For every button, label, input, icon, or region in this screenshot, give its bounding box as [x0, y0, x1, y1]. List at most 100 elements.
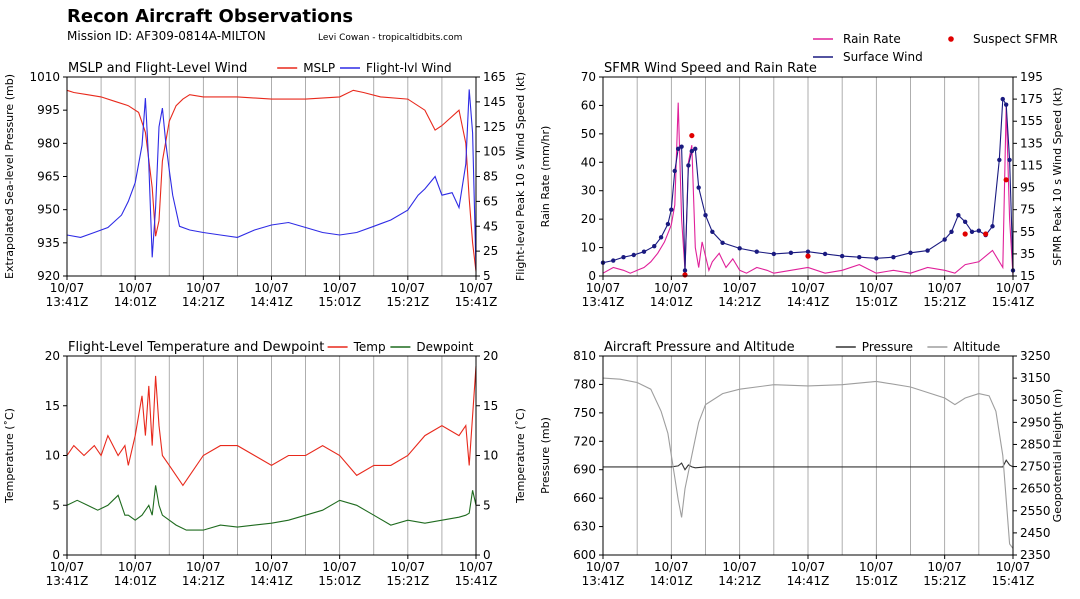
x-tick-label: 10/07 13:41Z [46, 560, 89, 588]
x-tick-label: 10/07 15:21Z [386, 281, 429, 309]
y-tick-label-left: 690 [573, 463, 596, 477]
point-surface-wind [949, 229, 954, 234]
point-surface-wind [669, 207, 674, 212]
x-tick-label: 10/07 14:41Z [250, 560, 293, 588]
y-tick-label-right: 45 [483, 219, 498, 233]
y-axis-label-right: SFMR Peak 10 s Wind Speed (kt) [1051, 87, 1064, 266]
y-tick-label-right: 35 [1020, 247, 1035, 261]
y-tick-label-left: 20 [581, 212, 596, 226]
point-surface-wind [891, 255, 896, 260]
point-surface-wind [682, 268, 688, 273]
point-surface-wind [631, 252, 636, 258]
point-surface-wind [822, 251, 828, 257]
x-tick-label: 10/07 13:41Z [582, 281, 625, 309]
x-tick-label: 10/07 14:01Z [650, 281, 693, 309]
y-tick-label-left: 40 [581, 155, 596, 169]
chart-title: Flight-Level Temperature and Dewpoint [68, 340, 324, 355]
y-tick-label-right: 5 [483, 498, 491, 512]
x-tick-label: 10/07 15:41Z [455, 560, 498, 588]
x-tick-label: 10/07 15:21Z [923, 560, 966, 588]
legend-marker-suspect-sfmr [948, 36, 954, 42]
x-tick-label: 10/07 15:21Z [923, 281, 966, 309]
chart-sfmr_rain: 0 10 20 30 40 50 60 70 15 35 55 75 95 115 135 155 175 195… [539, 32, 1064, 309]
y-tick-label-left: 5 [52, 498, 60, 512]
series-flight-lvl-wind [66, 89, 477, 270]
point-surface-wind [990, 224, 995, 229]
point-surface-wind [675, 146, 681, 152]
credit-text: Levi Cowan - tropicaltidbits.com [318, 33, 463, 43]
y-tick-label-right: 75 [1020, 203, 1035, 217]
y-tick-label-left: 630 [573, 520, 596, 534]
point-surface-wind [771, 251, 777, 257]
point-surface-wind [857, 255, 862, 260]
y-axis-label-right: Geopotential Height (m) [1051, 389, 1064, 523]
y-tick-label-right: 3150 [1020, 371, 1051, 385]
y-tick-label-right: 2850 [1020, 437, 1051, 451]
series-dewpoint [66, 485, 477, 531]
y-tick-label-right: 115 [1020, 158, 1043, 172]
x-tick-label: 10/07 15:41Z [992, 281, 1035, 309]
y-tick-label-left: 10 [45, 449, 60, 463]
point-surface-wind [969, 229, 975, 234]
y-tick-label-right: 10 [483, 449, 498, 463]
y-tick-label-right: 95 [1020, 181, 1035, 195]
y-axis-label-right: Flight-level Peak 10 s Wind Speed (kt) [514, 72, 527, 281]
point-suspect-sfmr [682, 272, 688, 278]
x-tick-label: 10/07 14:21Z [718, 281, 761, 309]
point-surface-wind [658, 235, 664, 240]
point-surface-wind [908, 250, 913, 255]
x-tick-label: 10/07 15:01Z [318, 560, 361, 588]
point-surface-wind [942, 237, 947, 242]
y-tick-label-right: 85 [483, 170, 498, 184]
legend-label-pressure: Pressure [862, 340, 913, 354]
y-tick-label-left: 980 [37, 136, 60, 150]
page-title: Recon Aircraft Observations [67, 6, 354, 27]
y-tick-label-left: 15 [45, 399, 60, 413]
legend-label-temp: Temp [353, 340, 386, 354]
y-tick-label-left: 780 [573, 377, 596, 391]
series-altitude [602, 377, 1014, 549]
y-tick-label-left: 10 [581, 241, 596, 255]
y-tick-label-left: 1010 [29, 70, 60, 84]
point-surface-wind [689, 148, 695, 154]
chart-temp_dew: 0 5 10 15 20 0 5 10 15 20 10/07 13:41Z 10/07 14:01Z 10… [3, 340, 527, 588]
x-tick-label: 10/07 14:01Z [114, 560, 157, 588]
chart-title: MSLP and Flight-Level Wind [68, 61, 247, 76]
x-tick-label: 10/07 14:21Z [718, 560, 761, 588]
point-surface-wind [1000, 96, 1005, 102]
y-tick-label-right: 3250 [1020, 349, 1051, 363]
x-tick-label: 10/07 15:41Z [992, 560, 1035, 588]
y-tick-label-left: 70 [581, 70, 596, 84]
point-surface-wind [956, 212, 961, 218]
y-tick-label-right: 65 [483, 194, 498, 208]
point-surface-wind [693, 146, 698, 152]
y-tick-label-right: 2650 [1020, 482, 1051, 496]
point-suspect-sfmr [689, 132, 695, 139]
y-tick-label-left: 950 [37, 203, 60, 217]
y-tick-label-left: 0 [52, 548, 60, 562]
point-suspect-sfmr [1003, 177, 1009, 183]
point-surface-wind [710, 229, 715, 234]
series-rain-rate [602, 102, 1014, 277]
y-tick-label-right: 15 [483, 399, 498, 413]
legend-label-rain-rate: Rain Rate [843, 32, 901, 46]
legend-label-mslp: MSLP [303, 61, 335, 75]
y-tick-label-right: 3050 [1020, 393, 1051, 407]
y-tick-label-right: 145 [483, 95, 506, 109]
point-surface-wind [788, 250, 794, 255]
y-tick-label-right: 20 [483, 349, 498, 363]
point-surface-wind [621, 255, 626, 260]
y-tick-label-left: 30 [581, 184, 596, 198]
y-tick-label-left: 965 [37, 170, 60, 184]
y-tick-label-left: 600 [573, 548, 596, 562]
point-surface-wind [672, 168, 677, 174]
point-surface-wind [641, 249, 647, 254]
x-tick-label: 10/07 15:41Z [455, 281, 498, 309]
point-surface-wind [1007, 157, 1012, 163]
y-tick-label-right: 165 [483, 70, 506, 84]
point-surface-wind [703, 212, 708, 218]
y-tick-label-left: 60 [581, 98, 596, 112]
point-surface-wind [925, 248, 930, 253]
y-tick-label-right: 25 [483, 244, 498, 258]
x-tick-label: 10/07 14:01Z [114, 281, 157, 309]
